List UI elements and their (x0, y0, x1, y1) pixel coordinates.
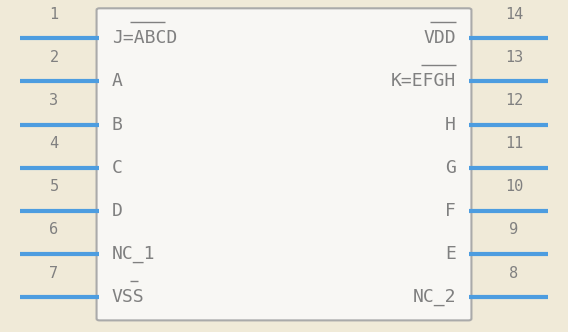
Text: VSS: VSS (112, 288, 144, 306)
Text: A: A (112, 72, 123, 90)
Text: 8: 8 (509, 266, 519, 281)
Text: 4: 4 (49, 136, 59, 151)
FancyBboxPatch shape (97, 8, 471, 320)
Text: 2: 2 (49, 50, 59, 65)
Text: 5: 5 (49, 179, 59, 194)
Text: NC_2: NC_2 (412, 288, 456, 306)
Text: E: E (445, 245, 456, 263)
Text: 9: 9 (509, 222, 519, 237)
Text: D: D (112, 202, 123, 220)
Text: F: F (445, 202, 456, 220)
Text: G: G (445, 159, 456, 177)
Text: 10: 10 (505, 179, 523, 194)
Text: 3: 3 (49, 93, 59, 108)
Text: VDD: VDD (424, 29, 456, 47)
Text: NC_1: NC_1 (112, 245, 156, 263)
Text: 13: 13 (505, 50, 523, 65)
Text: J=ABCD: J=ABCD (112, 29, 177, 47)
Text: 6: 6 (49, 222, 59, 237)
Text: 12: 12 (505, 93, 523, 108)
Text: H: H (445, 116, 456, 133)
Text: K=EFGH: K=EFGH (391, 72, 456, 90)
Text: B: B (112, 116, 123, 133)
Text: C: C (112, 159, 123, 177)
Text: 1: 1 (49, 7, 59, 22)
Text: 11: 11 (505, 136, 523, 151)
Text: 7: 7 (49, 266, 59, 281)
Text: 14: 14 (505, 7, 523, 22)
